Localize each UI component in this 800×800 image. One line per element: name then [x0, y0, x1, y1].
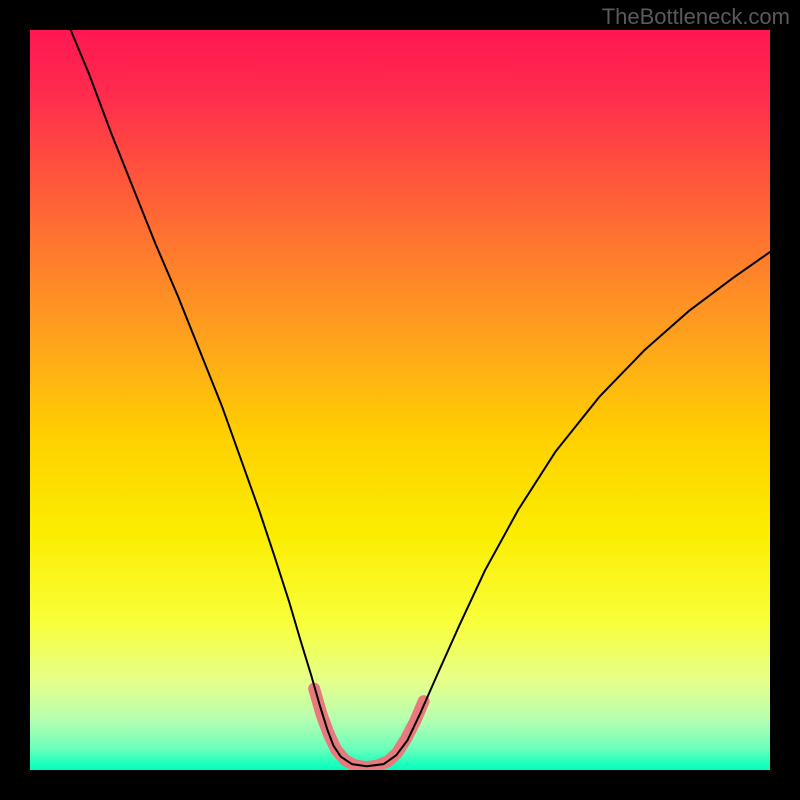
highlight-curve [314, 689, 424, 767]
plot-area [30, 30, 770, 770]
chart-curves [30, 30, 770, 770]
watermark-text: TheBottleneck.com [602, 4, 790, 30]
bottleneck-curve [71, 30, 770, 766]
